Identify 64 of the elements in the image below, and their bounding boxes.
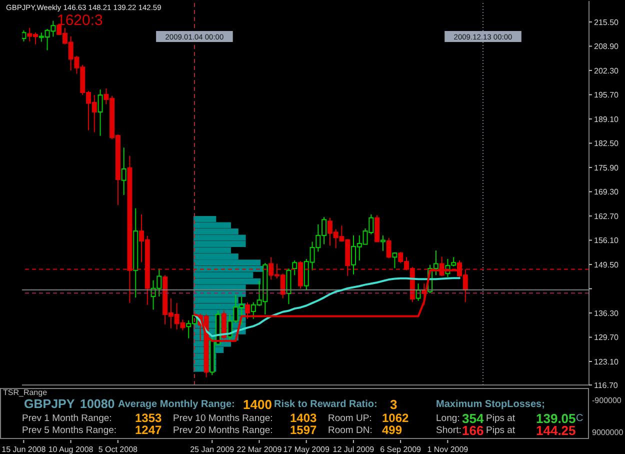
text: Prev 5 Months Range:: [22, 424, 117, 436]
candlestick: [286, 268, 292, 305]
y-tick-label: 116.70: [594, 380, 618, 390]
x-tick-label: 22 Mar 2009: [236, 445, 282, 454]
x-tick-label: 12 Jul 2009: [332, 445, 375, 454]
x-tick-label: 5 Oct 2008: [98, 445, 138, 454]
candlestick: [386, 238, 392, 259]
text: Risk to Reward Ratio:: [274, 398, 378, 410]
y-tick-label: 208.90: [594, 42, 620, 52]
y-tick-label: 149.50: [594, 260, 620, 270]
y-tick-label: 123.10: [594, 357, 620, 366]
y-tick-label: 129.70: [594, 333, 620, 342]
candlestick: [392, 252, 398, 269]
candlestick: [380, 234, 386, 252]
text: Prev 20 Months Range:: [173, 424, 273, 436]
y-tick-label: 156.10: [594, 236, 620, 246]
y-tick-label: 162.70: [594, 212, 620, 221]
line-series: [193, 277, 460, 338]
text: Pips at: [486, 424, 516, 436]
x-tick-label: 6 Sep 2009: [380, 445, 422, 454]
text: C: [576, 412, 584, 424]
y-tick-label: 182.50: [594, 139, 620, 148]
candlestick: [292, 260, 298, 276]
text: Room DN:: [328, 424, 372, 436]
x-tick-label: 25 Jan 2009: [190, 445, 235, 454]
text: 499: [382, 423, 402, 438]
text: Maximum StopLosses;: [436, 398, 545, 410]
text: 3: [390, 396, 398, 412]
text: 1597: [290, 423, 317, 438]
candlestick: [22, 30, 26, 42]
text: 1403: [290, 411, 317, 426]
text: 9000000: [592, 428, 624, 437]
x-tick-label: 17 May 2009: [283, 445, 330, 454]
candlestick: [98, 89, 103, 136]
y-tick-label: 175.90: [594, 163, 620, 172]
text: 1400: [243, 396, 272, 412]
x-tick-label: 15 Jun 2008: [2, 445, 46, 454]
text: Room UP:: [328, 412, 372, 424]
text: TSR_Range: [3, 388, 48, 397]
candlestick: [221, 310, 226, 340]
candlestick: [245, 302, 250, 320]
y-tick-label: 202.30: [594, 66, 620, 76]
text: Short:: [436, 424, 462, 436]
text: 1247: [135, 423, 162, 438]
candlestick: [121, 147, 126, 196]
x-tick-label: 1 Nov 2009: [427, 445, 469, 454]
x-tick-label: 10 Aug 2008: [48, 445, 94, 454]
text: Prev 10 Months Range:: [173, 412, 273, 424]
text: Long:: [436, 412, 460, 424]
candlestick: [374, 214, 380, 243]
text: Pips at: [486, 412, 516, 424]
y-tick-label: 215.50: [594, 18, 620, 27]
text: Average Monthly Range:: [118, 398, 235, 410]
text: GBPJPY: [24, 397, 75, 412]
text: -900000: [592, 396, 622, 405]
y-tick-label: 195.70: [594, 90, 620, 100]
text: 10080: [80, 397, 115, 412]
text: 1062: [382, 411, 409, 426]
y-tick-label: 136.30: [594, 308, 620, 318]
y-tick-label: 169.30: [594, 188, 620, 197]
text: 1353: [135, 411, 162, 426]
text: Prev 1 Month Range:: [22, 412, 112, 424]
annotation: 1620:3: [57, 12, 103, 29]
y-tick-label: 189.10: [594, 114, 620, 124]
